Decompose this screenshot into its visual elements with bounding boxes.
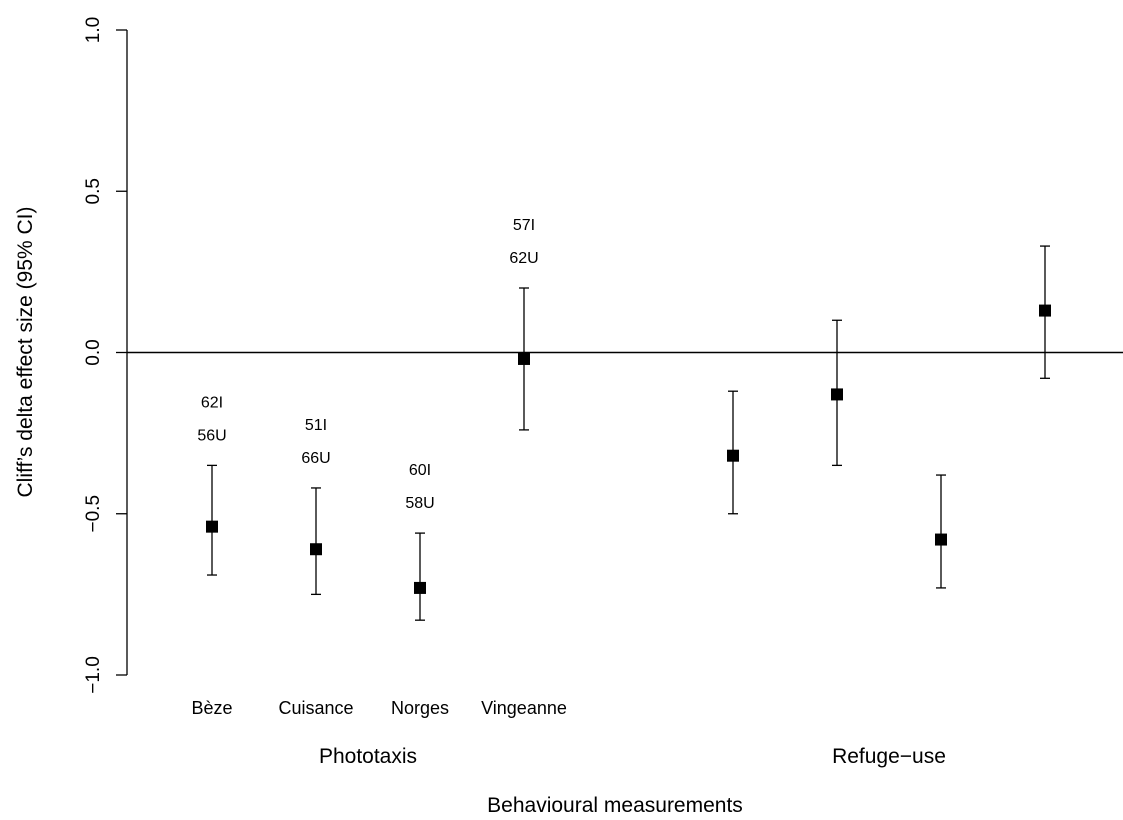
sample-size-label: 58U xyxy=(405,495,434,512)
sample-size-label: 56U xyxy=(197,427,226,444)
y-tick-label: 1.0 xyxy=(83,17,104,43)
data-point xyxy=(935,533,947,546)
data-point-group: 51I 66U xyxy=(301,417,331,596)
x-category-labels: Bèze Cuisance Norges Vingeanne xyxy=(191,698,566,718)
y-axis-title: Cliff’s delta effect size (95% CI) xyxy=(14,206,37,497)
y-tick-label: 0.5 xyxy=(83,178,104,204)
y-tick-label: −0.5 xyxy=(83,495,104,533)
data-point xyxy=(831,388,843,401)
sample-size-label: 51I xyxy=(305,417,327,434)
data-point xyxy=(1039,304,1051,317)
sample-size-label: 57I xyxy=(513,217,535,234)
category-label: Vingeanne xyxy=(481,698,567,718)
data-marks: 62I 56U 51I 66U 60I 58U 57I 62U xyxy=(197,217,1051,621)
category-label: Cuisance xyxy=(278,698,353,718)
sample-size-label: 66U xyxy=(301,450,330,467)
group-labels: Phototaxis Refuge−use xyxy=(319,745,946,768)
x-axis-title: Behavioural measurements xyxy=(487,794,743,817)
data-point-group: 57I 62U xyxy=(509,217,539,431)
data-point-group xyxy=(935,474,947,589)
y-axis: −1.0 −0.5 0.0 0.5 1.0 xyxy=(83,17,128,694)
y-tick-label: −1.0 xyxy=(83,656,104,694)
sample-size-label: 60I xyxy=(409,462,431,479)
sample-size-label: 62I xyxy=(201,394,223,411)
data-point xyxy=(310,543,322,556)
group-label: Phototaxis xyxy=(319,745,417,768)
data-point xyxy=(414,581,426,594)
sample-size-label: 62U xyxy=(509,250,538,267)
data-point-group xyxy=(727,390,739,515)
y-tick-label: 0.0 xyxy=(83,339,104,365)
data-point xyxy=(518,352,530,365)
category-label: Bèze xyxy=(191,698,232,718)
data-point-group xyxy=(831,319,843,467)
group-label: Refuge−use xyxy=(832,745,946,768)
data-point xyxy=(727,449,739,462)
data-point-group: 60I 58U xyxy=(405,462,435,621)
data-point-group xyxy=(1039,245,1051,379)
data-point-group: 62I 56U xyxy=(197,394,227,576)
data-point xyxy=(206,520,218,533)
category-label: Norges xyxy=(391,698,449,718)
